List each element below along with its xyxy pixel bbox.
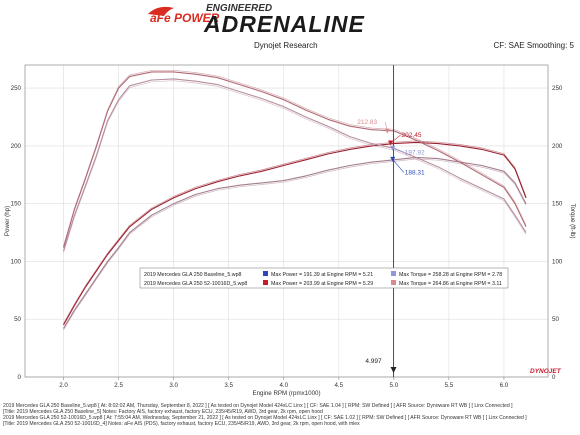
legend-max-power-tuned: Max Power = 203.99 at Engine RPM = 5.29	[271, 281, 373, 287]
axis-ticks: 2.0 2.5 3.0 3.5 4.0 4.5 5.0 5.5 6.0 0 0 50 50 100 100 1…	[11, 85, 563, 389]
logo-engineered: ENGINEERED	[206, 3, 272, 14]
legend: 2019 Mercedes GLA 250 Baseline_5.wp8 Max…	[139, 267, 509, 289]
y-tick-label-right: 0	[552, 374, 556, 381]
x-tick-label: 4.5	[334, 382, 343, 389]
y-tick-label-left: 250	[11, 85, 22, 92]
annotation-leader	[392, 159, 404, 173]
annotation-leader	[392, 148, 404, 153]
series-line-baseline-torque	[62, 78, 527, 252]
footer-line-2: [Title: 2019 Mercedes GLA 250 Baseline_5…	[3, 409, 323, 416]
afe-power-logo: aFe POWER	[148, 6, 220, 25]
legend-swatch-tuned-torque	[391, 280, 396, 285]
footer-line-1: 2019 Mercedes GLA 250 Baseline_5.wp8 [ A…	[3, 403, 513, 409]
x-tick-label: 3.5	[224, 382, 233, 389]
footer-line-3: 2019 Mercedes GLA 250 52-10016D_5.wp8 [ …	[3, 415, 527, 422]
series-trace-baseline-power	[63, 158, 527, 331]
x-tick-label: 5.0	[390, 382, 399, 389]
annotation-leader	[384, 122, 388, 132]
x-tick-label: 3.0	[169, 382, 178, 389]
y-axis-label-right: Torque (ft-lb)	[569, 203, 576, 238]
annotation-value: 202.45	[402, 132, 422, 139]
y-tick-label-left: 150	[11, 201, 22, 208]
cursor-arrow-icon	[390, 367, 397, 373]
chart-series	[62, 69, 527, 331]
x-tick-label: 2.5	[114, 382, 123, 389]
x-tick-label: 5.5	[445, 382, 454, 389]
series-trace-tuned-torque	[63, 69, 527, 247]
legend-max-power-baseline: Max Power = 191.39 at Engine RPM = 5.21	[271, 272, 373, 278]
y-tick-label-left: 50	[14, 316, 21, 323]
logo-adrenaline: ADRENALINE	[203, 11, 365, 36]
y-tick-label-right: 200	[552, 143, 563, 150]
legend-file-tuned: 2019 Mercedes GLA 250 52-10016D_5.wp8	[144, 281, 247, 287]
smoothing-label: CF: SAE Smoothing: 5	[493, 41, 574, 50]
y-tick-label-right: 150	[552, 201, 563, 208]
series-trace-baseline-torque	[63, 80, 527, 253]
legend-file-baseline: 2019 Mercedes GLA 250 Baseline_5.wp8	[144, 272, 242, 278]
annotation-value: 188.31	[405, 169, 425, 176]
cursor-rpm-label: 4.997	[365, 358, 382, 365]
y-tick-label-left: 100	[11, 258, 22, 265]
footer-line-4: [Title: 2019 Mercedes GLA 250 52-10016D_…	[3, 421, 360, 428]
x-tick-label: 2.0	[59, 382, 68, 389]
logo-brand: aFe POWER	[150, 11, 220, 25]
annotation-value: 212.83	[357, 119, 377, 126]
cursor-annotations: 212.83 202.45 197.92 188.31	[357, 119, 425, 176]
y-tick-label-right: 50	[552, 316, 559, 323]
legend-max-torque-tuned: Max Torque = 264.86 at Engine RPM = 3.11	[399, 281, 502, 287]
x-tick-label: 4.0	[279, 382, 288, 389]
legend-swatch-tuned-power	[263, 280, 268, 285]
y-tick-label-right: 100	[552, 258, 563, 265]
series-line-baseline-power	[63, 156, 527, 329]
legend-swatch-baseline-torque	[391, 271, 396, 276]
dyno-chart: 2.0 2.5 3.0 3.5 4.0 4.5 5.0 5.5 6.0 0 0 50 50 100 100 1…	[4, 64, 576, 397]
chart-grid	[25, 65, 548, 378]
annotation-leader	[390, 134, 401, 144]
x-axis-label: Engine RPM (rpmx1000)	[252, 390, 320, 397]
dynojet-brand-mark: DYNOJET	[530, 368, 562, 375]
series-line-tuned-power	[63, 141, 527, 326]
plot-frame	[24, 64, 549, 378]
y-tick-label-left: 200	[11, 143, 22, 150]
x-tick-label: 6.0	[500, 382, 509, 389]
series-line-tuned-torque	[62, 71, 527, 248]
legend-swatch-baseline-power	[263, 271, 268, 276]
chart-subtitle: Dynojet Research	[254, 41, 318, 50]
run-notes-footer: 2019 Mercedes GLA 250 Baseline_5.wp8 [ A…	[3, 403, 578, 427]
y-tick-label-left: 0	[18, 374, 22, 381]
series-trace-tuned-power	[63, 140, 527, 324]
afe-adrenaline-logo: aFe POWER ENGINEERED ADRENALINE	[148, 3, 365, 36]
y-axis-label-left: Power (hp)	[4, 206, 11, 236]
y-tick-label-right: 250	[552, 85, 563, 92]
legend-max-torque-baseline: Max Torque = 258.28 at Engine RPM = 2.78	[399, 272, 502, 278]
annotation-value: 197.92	[405, 149, 425, 156]
